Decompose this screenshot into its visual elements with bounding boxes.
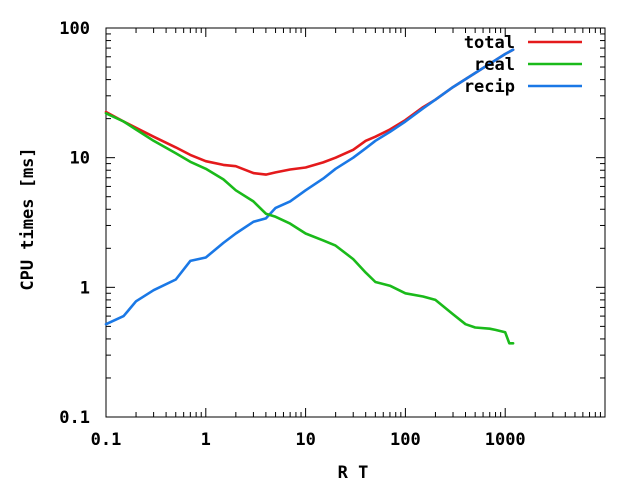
y-tick-label: 100 [59,19,90,39]
x-tick-label: 0.1 [91,430,122,450]
axis-ticks [105,27,606,418]
x-tick-label: 1 [201,430,211,450]
series-line-real [104,112,515,345]
x-tick-label: 100 [390,430,421,450]
legend-label-recip: recip [464,77,515,97]
y-tick-label: 0.1 [59,408,90,428]
y-tick-label: 10 [70,149,90,169]
plot-frame [105,27,606,418]
series-line-recip [104,48,515,326]
axis-tick-labels: 0.1 1 10 100 1000 0.1 1 10 100 [59,19,525,450]
x-tick-label: 10 [295,430,315,450]
legend-label-real: real [474,55,515,75]
x-axis-label: R T [338,463,369,480]
y-axis-label: CPU times [ms] [18,147,38,290]
series-lines [104,48,515,345]
x-tick-label: 1000 [485,430,526,450]
legend-label-total: total [464,33,515,53]
series-line-total [104,48,515,176]
y-tick-label: 1 [80,278,90,298]
